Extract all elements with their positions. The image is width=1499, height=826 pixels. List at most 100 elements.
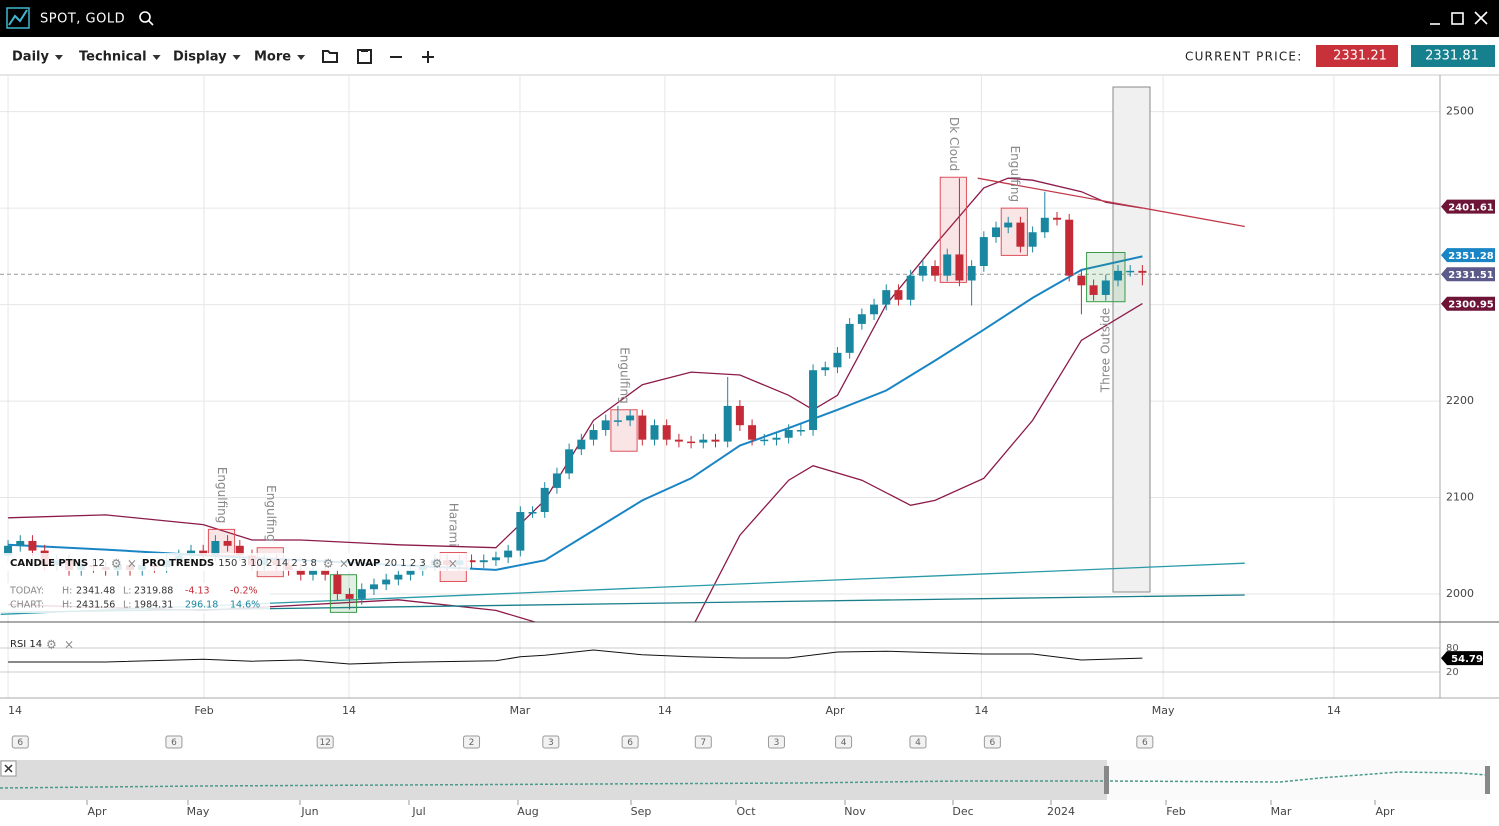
candle-body	[833, 352, 842, 368]
gear-icon[interactable]: ⚙	[111, 557, 122, 571]
event-marker[interactable]	[909, 735, 927, 749]
event-marker[interactable]	[983, 735, 1001, 749]
price-tag	[1441, 267, 1495, 282]
menu-caret	[54, 55, 63, 60]
indicator-line	[8, 255, 1143, 571]
candle-body	[650, 425, 659, 440]
rsi-panel	[0, 647, 1440, 673]
event-marker[interactable]	[694, 735, 712, 749]
gear-icon[interactable]: ⚙	[323, 557, 334, 571]
candle-body	[1089, 285, 1098, 295]
candle-body	[16, 540, 25, 546]
candle-body	[943, 254, 952, 276]
candle-body	[870, 304, 879, 315]
stat-high: 2341.48	[76, 586, 115, 597]
navigator-handle[interactable]	[1104, 766, 1109, 794]
title-bar	[0, 0, 1499, 37]
close-icon[interactable]: ×	[448, 557, 458, 571]
event-marker[interactable]	[767, 735, 785, 749]
stat-pct: -0.2%	[230, 586, 258, 597]
menu[interactable]: Daily	[12, 50, 49, 65]
x-tick-label: May	[1152, 704, 1175, 717]
candle-body	[321, 569, 330, 575]
candle-body	[406, 569, 415, 575]
candle-body	[967, 266, 976, 281]
candle-body	[1113, 270, 1122, 281]
candle-body	[931, 266, 940, 276]
candle-body	[577, 439, 586, 450]
gear-icon[interactable]: ⚙	[432, 557, 443, 571]
indicator-line	[8, 303, 1143, 622]
price-tag	[1441, 199, 1495, 214]
indicator-params: 12	[92, 558, 105, 569]
candle-body	[589, 430, 598, 440]
candle-body	[528, 512, 537, 514]
pattern-label: Engulfing	[264, 485, 278, 542]
candle-body	[918, 266, 927, 276]
nav-label: Nov	[844, 805, 866, 818]
candle-body	[308, 569, 317, 575]
indicator-params: 150 3 10 2 14 2 3 8	[218, 558, 317, 569]
event-marker[interactable]	[835, 735, 853, 749]
candle-body	[809, 370, 818, 431]
event-marker[interactable]	[542, 735, 560, 749]
menu[interactable]: More	[254, 50, 291, 65]
event-count: 6	[17, 738, 23, 748]
candle-body	[1138, 270, 1147, 273]
event-marker[interactable]	[621, 735, 639, 749]
pattern-label: Engulfing	[618, 347, 632, 404]
candle-body	[772, 437, 781, 440]
stat-l-label: L:	[123, 586, 132, 597]
event-count: 3	[774, 738, 780, 748]
price-tag	[1441, 651, 1483, 666]
search-button[interactable]	[139, 11, 154, 26]
gear-icon[interactable]: ⚙	[46, 638, 57, 652]
menu[interactable]: Technical	[79, 50, 147, 65]
event-marker[interactable]	[1136, 735, 1154, 749]
event-marker[interactable]	[11, 735, 29, 749]
candle-body	[1004, 222, 1013, 228]
close-icon[interactable]: ×	[339, 557, 349, 571]
rsi-label: RSI 14	[10, 639, 42, 650]
window-controls[interactable]	[1430, 11, 1488, 25]
stat-label: TODAY:	[9, 586, 44, 597]
close-icon[interactable]: ×	[64, 638, 74, 652]
event-marker[interactable]	[316, 735, 334, 749]
candle-body	[955, 254, 964, 281]
navigator-range	[0, 760, 1107, 800]
grid	[0, 75, 1440, 698]
candle-body	[223, 540, 232, 546]
menu[interactable]: Display	[173, 50, 227, 65]
event-count: 4	[915, 738, 921, 748]
stat-change: -4.13	[185, 586, 210, 597]
event-marker[interactable]	[463, 735, 481, 749]
candle-body	[211, 540, 220, 556]
pattern-label: Harami	[447, 503, 461, 547]
candle-body	[711, 439, 720, 442]
event-count: 6	[627, 738, 633, 748]
candle-body	[687, 441, 696, 444]
event-marker[interactable]	[165, 735, 183, 749]
stat-low: 1984.31	[134, 600, 173, 611]
candle-body	[1016, 222, 1025, 247]
candle-body	[28, 540, 37, 551]
indicator-name: VWAP	[347, 558, 380, 569]
toolbar-icons[interactable]	[322, 49, 434, 64]
candle-body	[382, 579, 391, 585]
legend-bg	[0, 553, 470, 571]
ask-box	[1411, 45, 1495, 67]
candle-body	[491, 557, 500, 561]
stat-label: CHART:	[10, 600, 44, 611]
candle-body	[674, 439, 683, 442]
candle-body	[796, 430, 805, 432]
candle-body	[626, 415, 635, 421]
navigator-handle[interactable]	[1485, 766, 1490, 794]
navigator-close[interactable]	[0, 760, 17, 777]
candle-body	[394, 574, 403, 580]
ask-price: 2331.81	[1425, 49, 1479, 64]
close-icon[interactable]: ×	[127, 557, 137, 571]
price-tag	[1441, 248, 1495, 263]
candle-body	[540, 487, 549, 513]
nav-label: Feb	[1166, 805, 1185, 818]
